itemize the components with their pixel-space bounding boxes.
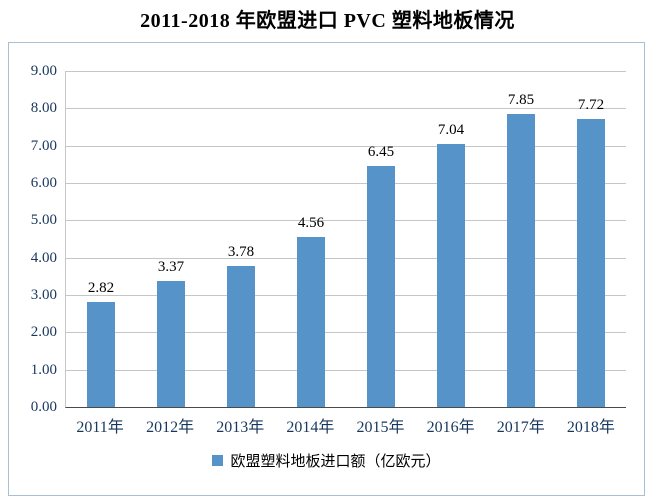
plot-row: 0.00 1.00 2.00 3.00 4.00 5.00 6.00 7.00 8.00 9.00… [9, 63, 644, 415]
bar-cell: 3.37 [136, 71, 206, 407]
plot-area: 2.82 3.37 3.78 4.56 6.45 7.04 7.85 7.72 [65, 71, 626, 408]
x-tick-label: 2015年 [356, 419, 405, 436]
y-tick-label: 0.00 [30, 399, 57, 415]
bar-value-label: 2.82 [87, 279, 115, 296]
x-tick-label: 2014年 [286, 419, 335, 436]
gridline [66, 332, 626, 334]
x-tick-label: 2011年 [76, 419, 124, 436]
gridline [66, 369, 626, 371]
gridline [66, 220, 626, 222]
legend: 欧盟塑料地板进口额（亿欧元） [9, 450, 644, 471]
x-tick-label: 2018年 [566, 419, 615, 436]
y-tick-label: 9.00 [30, 63, 57, 79]
chart-title: 2011-2018 年欧盟进口 PVC 塑料地板情况 [140, 10, 515, 32]
bar-value-label: 7.85 [507, 91, 535, 108]
bar-value-label: 7.04 [437, 122, 465, 139]
bar [87, 301, 115, 407]
bar-series: 2.82 3.37 3.78 4.56 6.45 7.04 7.85 7.72 [66, 71, 626, 407]
gridline [66, 295, 626, 296]
bar-cell: 3.78 [206, 71, 276, 407]
bar-cell: 2.82 [66, 71, 136, 407]
bar-cell: 7.04 [416, 71, 486, 407]
gridline [66, 71, 626, 72]
gridline [66, 183, 626, 184]
gridline [66, 145, 626, 147]
bar-value-label: 3.37 [157, 259, 185, 276]
x-tick-label: 2017年 [496, 419, 545, 436]
bar-cell: 4.56 [276, 71, 346, 407]
y-tick-label: 6.00 [30, 175, 57, 191]
bar [507, 113, 535, 407]
bar-value-label: 3.78 [227, 243, 255, 260]
bar [157, 281, 185, 407]
bar-cell: 6.45 [346, 71, 416, 407]
bar [367, 166, 395, 407]
x-axis: 2011年 2012年 2013年 2014年 2015年 2016年 2017年 2018年 [65, 408, 626, 442]
bar [577, 118, 605, 407]
bar-value-label: 7.72 [577, 96, 605, 113]
x-tick-label: 2016年 [426, 419, 475, 436]
legend-label: 欧盟塑料地板进口额（亿欧元） [230, 454, 441, 470]
y-tick-label: 2.00 [30, 324, 57, 341]
y-tick-label: 7.00 [30, 137, 57, 154]
legend-marker-icon [212, 455, 224, 466]
bar-cell: 7.72 [556, 71, 626, 407]
y-tick-label: 4.00 [30, 249, 57, 266]
y-tick-label: 3.00 [30, 287, 57, 303]
y-tick-label: 5.00 [30, 212, 57, 229]
bar [437, 144, 465, 407]
y-tick-label: 8.00 [30, 100, 57, 117]
bar [227, 265, 255, 407]
chart-frame: 0.00 1.00 2.00 3.00 4.00 5.00 6.00 7.00 8.00 9.00… [8, 42, 645, 496]
x-tick-label: 2013年 [216, 419, 265, 436]
y-tick-label: 1.00 [30, 361, 57, 378]
bar [297, 236, 325, 407]
bar-value-label: 4.56 [297, 214, 325, 231]
bar-cell: 7.85 [486, 71, 556, 407]
gridline [66, 257, 626, 259]
gridline [66, 108, 626, 110]
y-axis: 0.00 1.00 2.00 3.00 4.00 5.00 6.00 7.00 8.00 9.00 [9, 63, 65, 415]
x-tick-label: 2012年 [146, 419, 195, 436]
bar-value-label: 6.45 [367, 144, 395, 161]
